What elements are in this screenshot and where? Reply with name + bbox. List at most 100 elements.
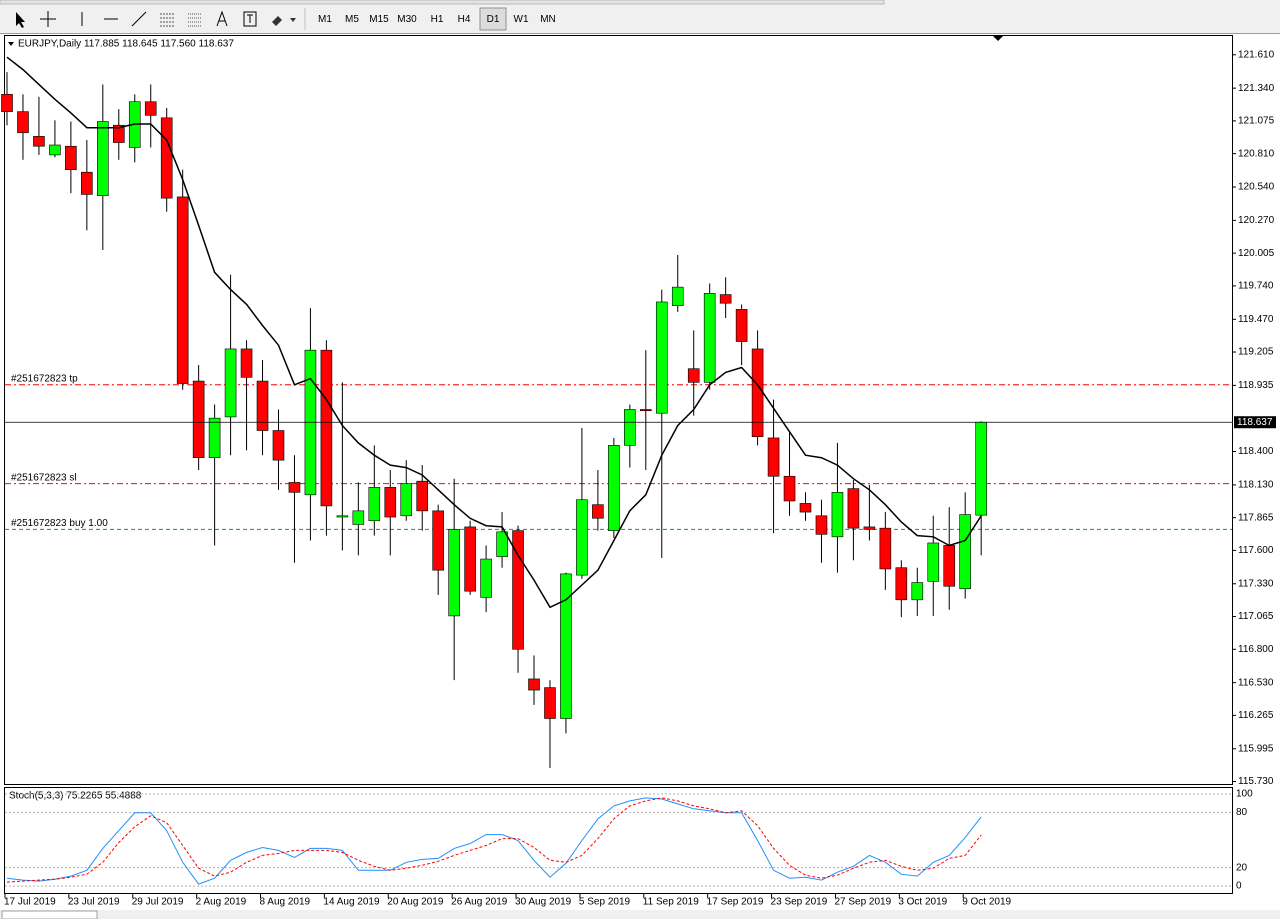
shift-marker [993, 36, 1003, 41]
candle-body [703, 293, 716, 383]
x-tick-label: 11 Sep 2019 [643, 897, 699, 908]
timeframe-label[interactable]: H4 [458, 14, 471, 25]
candle-body [783, 475, 796, 502]
stoch-title: Stoch(5,3,3) 75.2265 55.4888 [9, 791, 142, 802]
timeframe-label[interactable]: M5 [345, 14, 359, 25]
candle-body [81, 171, 93, 195]
timeframe-label[interactable]: D1 [487, 14, 500, 25]
chart-tab[interactable] [1, 910, 98, 919]
trendline-tool[interactable] [131, 11, 147, 27]
y-tick-label: 118.400 [1238, 446, 1274, 457]
candle-body [815, 515, 828, 535]
timeframe-label[interactable]: H1 [431, 14, 444, 25]
x-tick-label: 29 Jul 2019 [132, 897, 184, 908]
candle-body [65, 145, 77, 171]
timeframe-label[interactable]: MN [540, 14, 556, 25]
candle-body [1, 94, 13, 112]
candle-body [751, 348, 764, 437]
y-tick-label: 119.740 [1238, 281, 1274, 292]
candle-body [33, 136, 45, 147]
candle-body [352, 510, 365, 525]
order-label: #251672823 tp [11, 373, 78, 384]
y-tick-label: 0 [1236, 881, 1242, 892]
candle-body [655, 301, 668, 414]
toolbar-bg [0, 0, 1280, 34]
y-tick-label: 20 [1236, 862, 1248, 873]
candle-body [192, 380, 205, 459]
candle-body [416, 480, 429, 512]
text-tool[interactable] [216, 10, 228, 27]
candle-body [639, 409, 652, 412]
x-tick-label: 17 Jul 2019 [4, 897, 56, 908]
x-tick-label: 9 Oct 2019 [962, 897, 1011, 908]
x-tick-label: 23 Jul 2019 [68, 897, 120, 908]
timeframe-button[interactable] [479, 7, 507, 31]
label-tool[interactable] [243, 11, 257, 27]
candle-body [847, 488, 860, 529]
candle-body [320, 349, 333, 507]
candle-body [400, 483, 413, 517]
y-tick-label: 80 [1236, 807, 1248, 818]
arrows-tool[interactable] [272, 16, 296, 26]
candle-body [927, 542, 940, 582]
timeframe-label[interactable]: M1 [318, 14, 332, 25]
candle-body [49, 144, 61, 156]
x-tick-label: 30 Aug 2019 [515, 897, 572, 908]
candle-body [17, 111, 29, 133]
candle-body [368, 487, 381, 522]
stoch-line [6, 797, 982, 883]
candle-body [528, 678, 540, 691]
crosshair-tool[interactable] [40, 11, 56, 27]
candle-body [336, 515, 349, 518]
y-tick-label: 119.470 [1238, 314, 1274, 325]
candle-body [176, 196, 189, 384]
bid-label-bg [1234, 416, 1276, 429]
symbol-marker [8, 42, 14, 46]
candle-body [735, 309, 748, 342]
channel-tool[interactable] [160, 13, 174, 27]
y-tick-label: 100 [1236, 789, 1253, 800]
fibo-tool[interactable] [188, 13, 202, 27]
timeframe-label[interactable]: W1 [514, 14, 529, 25]
candle-body [560, 573, 572, 719]
y-tick-label: 120.810 [1238, 148, 1275, 159]
candle-body [240, 348, 253, 378]
candle-body [272, 430, 285, 461]
bid-label: 118.637 [1237, 417, 1273, 428]
x-tick-label: 14 Aug 2019 [323, 897, 380, 908]
plot: 121.610 121.340 121.075 120.810 120.540 120.2… [1, 49, 1276, 908]
y-tick-label: 120.270 [1238, 215, 1275, 226]
x-tick-label: 17 Sep 2019 [707, 897, 764, 908]
timeframe-label[interactable]: M30 [397, 14, 417, 25]
x-tick-label: 5 Sep 2019 [579, 897, 631, 908]
candle-body [544, 687, 556, 719]
candle-body [767, 437, 780, 477]
y-tick-label: 117.330 [1238, 578, 1274, 589]
stoch-line [6, 797, 982, 885]
candle-body [256, 380, 269, 431]
x-tick-label: 23 Sep 2019 [771, 897, 828, 908]
chart-title: EURJPY,Daily 117.885 118.645 117.560 118… [18, 39, 234, 50]
y-tick-label: 121.340 [1238, 83, 1275, 94]
y-tick-label: 121.075 [1238, 116, 1275, 127]
candle-body [608, 445, 620, 531]
candle-body [687, 368, 700, 383]
candle-body [911, 582, 924, 601]
order-label: #251672823 buy 1.00 [11, 518, 108, 529]
candle-body [975, 421, 987, 516]
x-tick-label: 3 Oct 2019 [898, 897, 947, 908]
stoch-panel [4, 787, 1233, 894]
cursor-tool[interactable] [16, 12, 25, 28]
tab-bar [0, 910, 1280, 919]
timeframe-label[interactable]: M15 [369, 14, 389, 25]
y-tick-label: 121.610 [1238, 49, 1275, 60]
candle-body [512, 530, 524, 650]
x-tick-label: 27 Sep 2019 [834, 897, 891, 908]
candle-body [799, 503, 812, 513]
y-tick-label: 117.600 [1238, 545, 1274, 556]
y-tick-label: 115.730 [1238, 776, 1274, 787]
timeframes: M1 M5 M15 M30 H1 H4 D1 W1 MN [318, 7, 556, 31]
candle-body [943, 545, 956, 587]
y-tick-label: 120.540 [1238, 182, 1275, 193]
